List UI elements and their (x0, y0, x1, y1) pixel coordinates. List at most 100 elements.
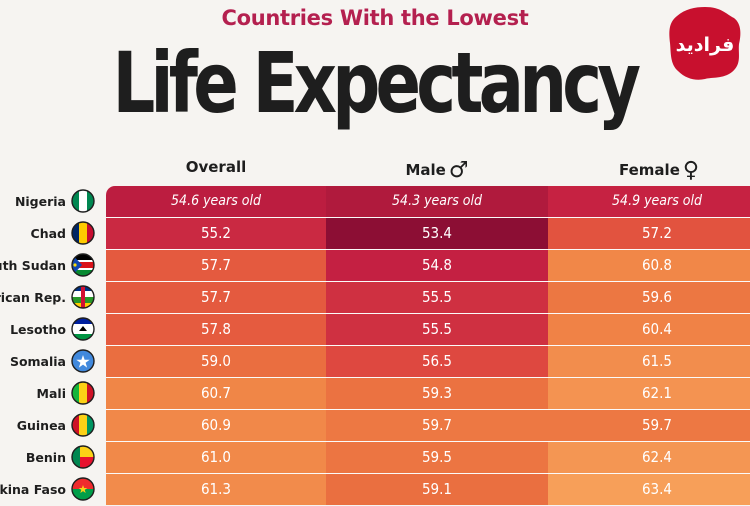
table-row: 55.2 53.4 57.2 (106, 218, 750, 249)
column-label-male: Male (405, 161, 446, 179)
table-row: 61.3 59.1 63.4 (106, 474, 750, 505)
cell-male: 56.5 (326, 346, 548, 377)
table-row: 60.7 59.3 62.1 (106, 378, 750, 409)
table-row: 59.0 56.5 61.5 (106, 346, 750, 377)
row-divider (106, 441, 750, 442)
chad-flag-icon (71, 221, 95, 245)
column-label-female: Female (618, 161, 680, 179)
chart-title: Life Expectancy (112, 34, 642, 132)
cell-value: 57.8 (200, 320, 232, 338)
cell-value: 55.2 (200, 224, 232, 242)
faradid-logo: فرادید (669, 7, 741, 80)
country-label: Somalia (9, 354, 66, 369)
cell-value: 61.3 (200, 480, 232, 498)
country-label: Guinea (16, 418, 66, 433)
row-divider (106, 249, 750, 250)
life-expectancy-table: 54.6 years old 54.3 years old 54.9 years o… (106, 186, 750, 506)
cell-value: 53.4 (421, 224, 453, 242)
cell-value: 59.7 (421, 416, 453, 434)
cell-value: 57.7 (200, 256, 232, 274)
row-divider (106, 281, 750, 282)
column-header-overall: Overall (106, 158, 326, 176)
cell-value: 54.9 (612, 193, 641, 209)
cell-female: 54.9 years old (548, 186, 750, 217)
cell-male: 55.5 (326, 282, 548, 313)
cell-female: 57.2 (548, 218, 750, 249)
cell-female: 59.7 (548, 410, 750, 441)
cell-female: 60.4 (548, 314, 750, 345)
table-row: 61.0 59.5 62.4 (106, 442, 750, 473)
cell-value: 60.8 (641, 256, 673, 274)
table-row: 57.7 54.8 60.8 (106, 250, 750, 281)
country-label: Chad (30, 226, 66, 241)
country-label: Mali (36, 386, 66, 401)
nigeria-flag-icon (71, 189, 95, 213)
mali-flag-icon (71, 381, 95, 405)
cell-unit: years old (640, 193, 702, 209)
row-divider (106, 377, 750, 378)
cell-male: 59.1 (326, 474, 548, 505)
cell-value: 59.6 (641, 288, 673, 306)
svg-text:فرادید: فرادید (676, 34, 735, 56)
cell-overall: 57.7 (106, 250, 326, 281)
cell-value: 55.5 (421, 320, 453, 338)
cell-value: 59.5 (421, 448, 453, 466)
column-header-male: Male ♂ (326, 158, 548, 183)
cell-value: 54.8 (421, 256, 453, 274)
female-symbol-icon: ♀ (682, 158, 699, 183)
column-label-overall: Overall (185, 158, 247, 176)
cell-value: 54.6 (171, 193, 200, 209)
cell-female: 59.6 (548, 282, 750, 313)
chart-subtitle: Countries With the Lowest (221, 6, 529, 30)
car-flag-icon (71, 285, 95, 309)
row-divider (106, 217, 750, 218)
table-row: 57.8 55.5 60.4 (106, 314, 750, 345)
cell-unit: years old (420, 193, 482, 209)
cell-value: 63.4 (641, 480, 673, 498)
cell-male: 54.8 (326, 250, 548, 281)
country-label: Lesotho (10, 322, 66, 337)
cell-value: 62.4 (641, 448, 673, 466)
country-label: outh Sudan (0, 258, 66, 273)
benin-flag-icon (71, 445, 95, 469)
cell-value: 60.9 (200, 416, 232, 434)
cell-overall: 57.7 (106, 282, 326, 313)
cell-value: 59.1 (421, 480, 453, 498)
cell-female: 60.8 (548, 250, 750, 281)
row-divider (106, 473, 750, 474)
cell-male: 59.5 (326, 442, 548, 473)
cell-overall: 59.0 (106, 346, 326, 377)
cell-value: 60.4 (641, 320, 673, 338)
table-row: 60.9 59.7 59.7 (106, 410, 750, 441)
south-sudan-flag-icon (71, 253, 95, 277)
table-row: 57.7 55.5 59.6 (106, 282, 750, 313)
cell-female: 62.1 (548, 378, 750, 409)
somalia-flag-icon (71, 349, 95, 373)
cell-value: 62.1 (641, 384, 673, 402)
cell-overall: 57.8 (106, 314, 326, 345)
guinea-flag-icon (71, 413, 95, 437)
row-divider (106, 409, 750, 410)
cell-value: 56.5 (421, 352, 453, 370)
cell-value: 57.7 (200, 288, 232, 306)
country-label: urkina Faso (0, 482, 66, 497)
cell-overall: 61.0 (106, 442, 326, 473)
cell-value: 57.2 (641, 224, 673, 242)
cell-female: 63.4 (548, 474, 750, 505)
column-header-female: Female ♀ (548, 158, 750, 183)
cell-male: 59.7 (326, 410, 548, 441)
cell-male: 53.4 (326, 218, 548, 249)
cell-female: 62.4 (548, 442, 750, 473)
cell-overall: 60.7 (106, 378, 326, 409)
cell-value: 55.5 (421, 288, 453, 306)
cell-value: 61.5 (641, 352, 673, 370)
cell-value: 60.7 (200, 384, 232, 402)
cell-overall: 55.2 (106, 218, 326, 249)
cell-value: 59.0 (200, 352, 232, 370)
country-label: Nigeria (14, 194, 66, 209)
cell-male: 55.5 (326, 314, 548, 345)
cell-female: 61.5 (548, 346, 750, 377)
table-row: 54.6 years old 54.3 years old 54.9 years o… (106, 186, 750, 217)
cell-overall: 61.3 (106, 474, 326, 505)
cell-value: 59.7 (641, 416, 673, 434)
